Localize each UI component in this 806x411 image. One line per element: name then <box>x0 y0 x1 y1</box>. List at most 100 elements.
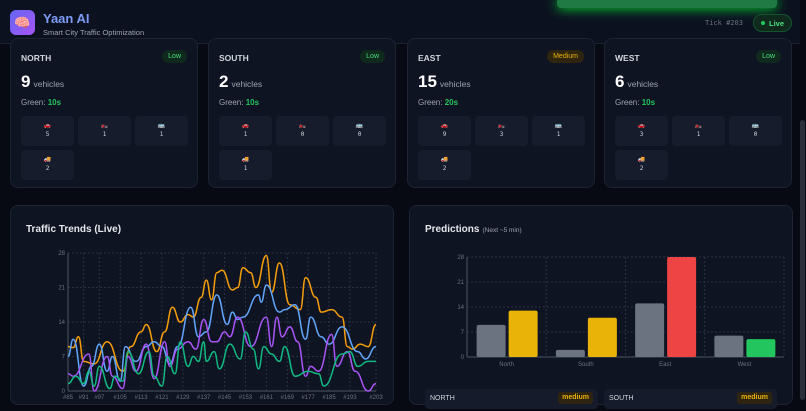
vehicle-count: 6 vehicles <box>615 72 659 91</box>
car-icon: 🚗 <box>43 123 52 129</box>
vehicle-type-bus: 🚌 0 <box>729 116 782 146</box>
vehicle-type-car: 🚗 9 <box>418 116 471 146</box>
direction-card-north: NORTH Low 9 vehicles Green: 10s 🚗 5 🏍️ 1 🚌 1 🚚 2 <box>10 38 198 188</box>
green-time: Green: 10s <box>615 98 656 107</box>
series-line-3 <box>67 331 376 390</box>
congestion-badge: Medium <box>547 50 584 63</box>
vehicle-type-truck: 🚚 2 <box>615 150 668 180</box>
x-tick-label: #113 <box>135 395 149 401</box>
x-tick-label: #193 <box>343 395 357 401</box>
bike-count: 0 <box>300 131 305 138</box>
bike-count: 1 <box>696 131 701 138</box>
green-time: Green: 10s <box>21 98 62 107</box>
bar-south-1 <box>587 317 617 357</box>
car-count: 9 <box>442 131 447 138</box>
live-dot-icon <box>760 21 765 25</box>
live-badge[interactable]: Live <box>753 14 792 32</box>
x-tick-label: #153 <box>239 395 253 401</box>
y-tick-label: 0 <box>461 355 465 361</box>
bike-icon: 🏍️ <box>694 123 703 129</box>
notification-toast <box>557 0 777 8</box>
x-tick-label: East <box>659 362 671 368</box>
bar-north-0 <box>476 324 506 357</box>
y-tick-label: 7 <box>62 355 66 361</box>
x-tick-label: #161 <box>260 395 274 401</box>
brain-icon: 🧠 <box>10 10 35 35</box>
vehicle-type-car: 🚗 1 <box>219 116 272 146</box>
tick-counter: Tick #203 <box>705 19 743 27</box>
x-tick-label: #203 <box>369 395 383 401</box>
truck-icon: 🚚 <box>241 157 250 163</box>
car-icon: 🚗 <box>241 123 250 129</box>
car-icon: 🚗 <box>637 123 646 129</box>
bar-north-1 <box>508 310 538 357</box>
vehicle-count: 2 vehicles <box>219 72 263 91</box>
vehicle-type-bus: 🚌 1 <box>135 116 188 146</box>
truck-count: 2 <box>45 165 50 172</box>
y-tick-label: 0 <box>62 389 66 395</box>
vehicle-type-truck: 🚚 2 <box>21 150 74 180</box>
vehicle-type-bus: 🚌 1 <box>532 116 585 146</box>
car-count: 3 <box>639 131 644 138</box>
y-tick-label: 14 <box>58 320 65 326</box>
vehicle-type-car: 🚗 5 <box>21 116 74 146</box>
direction-name: EAST <box>418 53 441 63</box>
app-title: Yaan AI <box>43 11 90 26</box>
x-tick-label: #121 <box>155 395 169 401</box>
direction-card-south: SOUTH Low 2 vehicles Green: 10s 🚗 1 🏍️ 0 🚌 0 🚚 1 <box>208 38 396 188</box>
y-tick-label: 21 <box>58 286 65 292</box>
truck-count: 2 <box>442 165 447 172</box>
traffic-trends-panel: Traffic Trends (Live) 0 7 14 21 28 #85 #91 #97 #… <box>10 205 394 405</box>
series-line-2 <box>67 316 377 392</box>
congestion-badge: Low <box>162 50 187 63</box>
y-tick-label: 14 <box>457 305 464 311</box>
green-time: Green: 20s <box>418 98 459 107</box>
x-tick-label: #145 <box>218 395 232 401</box>
y-tick-label: 7 <box>461 330 465 336</box>
vehicle-type-bike: 🏍️ 1 <box>672 116 725 146</box>
truck-count: 1 <box>243 165 248 172</box>
x-tick-label: West <box>738 362 752 368</box>
x-tick-label: #177 <box>301 395 315 401</box>
y-tick-label: 28 <box>58 251 65 257</box>
level-badge: medium <box>558 392 593 404</box>
bar-east-1 <box>667 257 697 357</box>
series-line-1 <box>67 284 377 387</box>
direction-name: WEST <box>615 53 640 63</box>
truck-icon: 🚚 <box>440 157 449 163</box>
truck-icon: 🚚 <box>43 157 52 163</box>
x-tick-label: #105 <box>114 395 128 401</box>
green-time: Green: 10s <box>219 98 260 107</box>
car-count: 5 <box>45 131 50 138</box>
vehicle-type-bike: 🏍️ 3 <box>475 116 528 146</box>
bar-west-1 <box>746 339 776 357</box>
vehicle-type-bike: 🏍️ 0 <box>276 116 329 146</box>
scrollbar[interactable] <box>800 120 805 400</box>
panel-title: Traffic Trends (Live) <box>26 224 122 235</box>
car-count: 1 <box>243 131 248 138</box>
x-tick-label: #91 <box>79 395 90 401</box>
bike-icon: 🏍️ <box>497 123 506 129</box>
prediction-card-south: SOUTH medium <box>604 389 777 409</box>
x-tick-label: #169 <box>281 395 295 401</box>
bus-icon: 🚌 <box>157 123 166 129</box>
direction-name: NORTH <box>21 53 52 63</box>
app-header: 🧠 Yaan AI Smart City Traffic Optimizatio… <box>0 0 800 44</box>
vehicle-count: 15 vehicles <box>418 72 471 91</box>
y-tick-label: 28 <box>457 255 464 261</box>
vehicle-type-bike: 🏍️ 1 <box>78 116 131 146</box>
bike-count: 3 <box>499 131 504 138</box>
bus-icon: 🚌 <box>751 123 760 129</box>
bar-south-0 <box>555 349 585 357</box>
bike-icon: 🏍️ <box>100 123 109 129</box>
vehicle-type-truck: 🚚 1 <box>219 150 272 180</box>
predictions-chart: 0 7 14 21 28 North South East West <box>457 255 785 368</box>
prediction-card-north: NORTH medium <box>425 389 598 409</box>
x-tick-label: #85 <box>63 395 74 401</box>
bar-west-0 <box>714 335 744 357</box>
bus-count: 1 <box>159 131 164 138</box>
app-subtitle: Smart City Traffic Optimization <box>43 28 145 37</box>
bar-east-0 <box>635 303 665 357</box>
vehicle-type-truck: 🚚 2 <box>418 150 471 180</box>
x-tick-label: #137 <box>197 395 211 401</box>
